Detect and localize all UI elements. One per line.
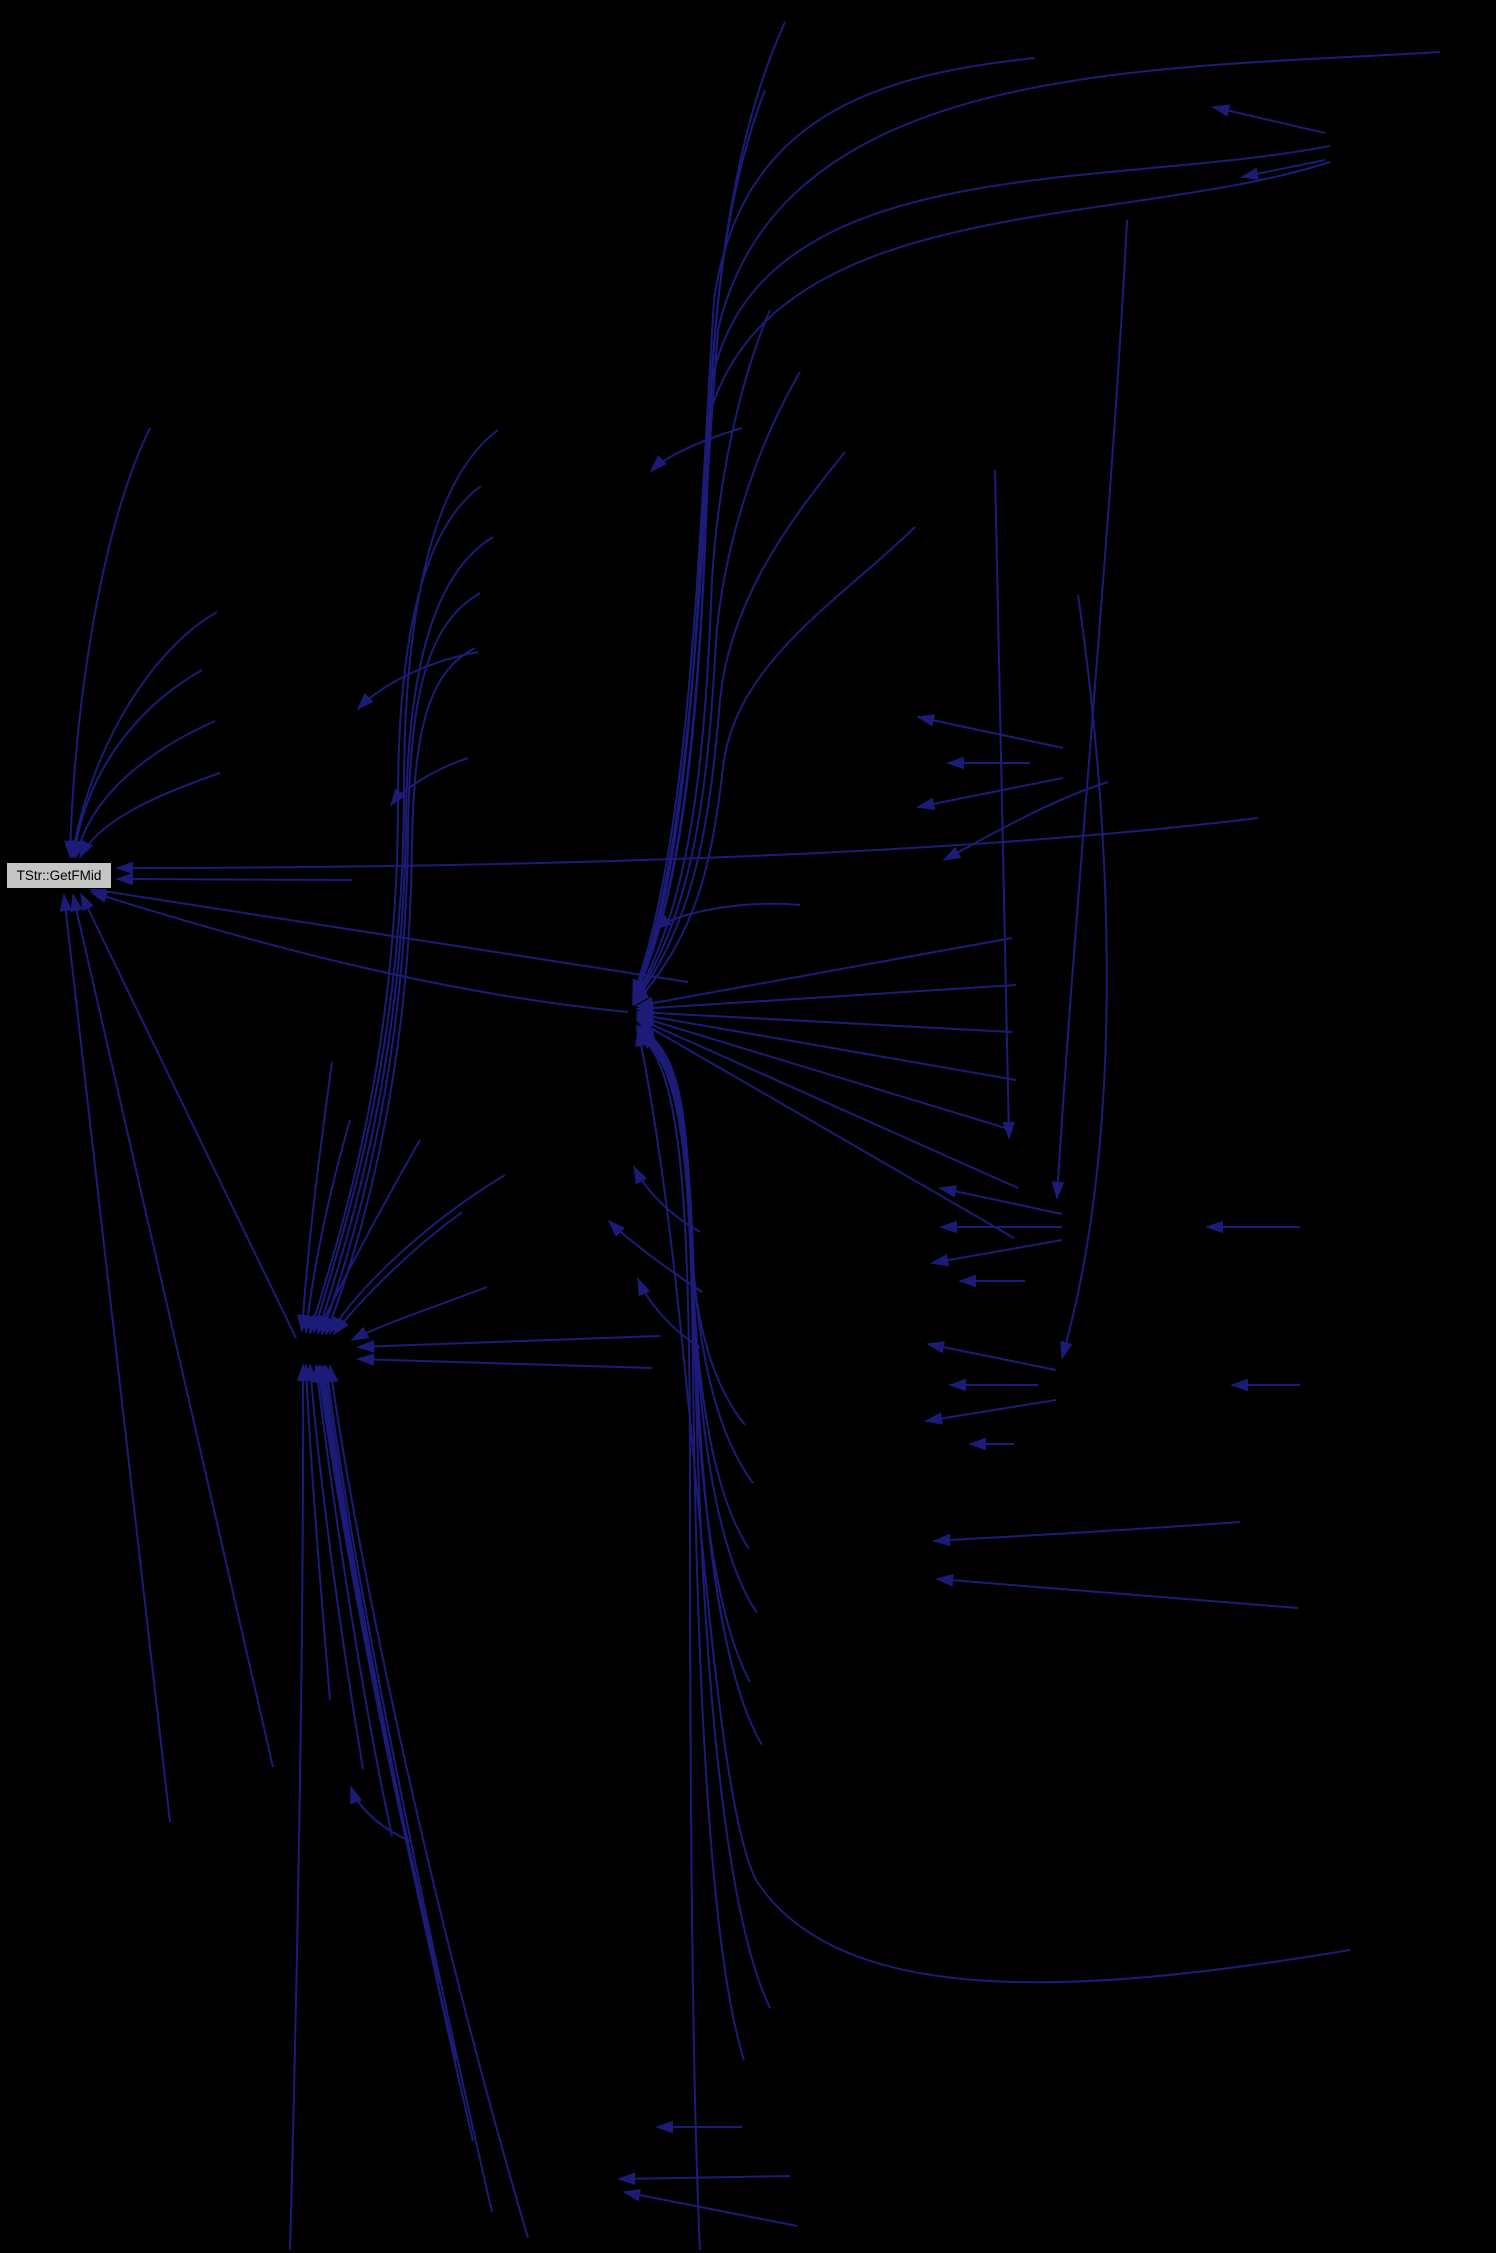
call-edge-0	[64, 427, 151, 859]
call-edge-53	[635, 1026, 754, 1484]
call-edge-22	[296, 1061, 333, 1333]
call-edge-72	[938, 1185, 1063, 1215]
call-edge-50	[635, 1017, 1019, 1189]
call-edge-87	[356, 651, 479, 711]
call-edge-66	[916, 777, 1064, 811]
call-edge-91	[637, 1277, 701, 1349]
call-edge-41	[632, 309, 771, 1004]
call-edge-81	[932, 1521, 1241, 1547]
call-edge-5	[115, 817, 1259, 875]
call-edge-12	[312, 429, 499, 1334]
call-edge-85	[622, 2188, 798, 2227]
call-edge-58	[636, 1030, 771, 2009]
call-edge-63	[1240, 159, 1326, 180]
node-tstr-getfmid[interactable]: TStr::GetFMid	[6, 862, 112, 889]
call-edge-60	[635, 1028, 1351, 1984]
call-edge-11	[88, 885, 689, 983]
call-edge-2	[69, 669, 203, 859]
call-edge-73	[930, 1239, 1063, 1267]
call-edge-78	[924, 1399, 1057, 1425]
call-edge-90	[607, 1219, 703, 1293]
call-edge-38	[632, 57, 1036, 998]
call-edge-92	[653, 902, 801, 931]
call-edge-15	[321, 592, 481, 1336]
call-edge-84	[617, 2172, 791, 2186]
call-edge-88	[389, 757, 469, 807]
call-edge-62	[1211, 104, 1326, 134]
call-edge-32	[304, 1363, 364, 1770]
call-edge-61	[636, 1032, 701, 2251]
call-edge-30	[321, 1364, 493, 2213]
call-edge-46	[635, 984, 1017, 1015]
call-edge-93	[649, 427, 743, 473]
call-edge-19	[332, 1211, 463, 1336]
call-edge-44	[632, 526, 916, 1007]
call-edge-89	[633, 1165, 701, 1233]
call-edge-42	[632, 371, 801, 1005]
call-edge-14	[316, 536, 494, 1335]
call-edge-8	[70, 893, 274, 1768]
call-edge-55	[635, 1028, 758, 1614]
call-edge-34	[326, 1364, 529, 2239]
call-edge-7	[59, 893, 171, 1823]
call-edge-70	[1060, 594, 1108, 1360]
call-edge-18	[317, 1139, 421, 1334]
call-edge-31	[300, 1363, 331, 1701]
call-edge-20	[350, 1286, 488, 1341]
call-edge-10	[89, 890, 629, 1013]
call-edge-21	[301, 1119, 351, 1334]
call-edge-24	[356, 1353, 653, 1369]
call-edge-86	[350, 1785, 411, 1842]
call-edge-25	[311, 1364, 393, 1837]
call-edge-49	[635, 1014, 1013, 1131]
call-edge-51	[635, 1019, 1015, 1239]
call-edge-69	[994, 469, 1016, 1140]
call-edge-33	[289, 1363, 310, 2251]
call-edge-6	[115, 872, 353, 886]
call-edge-36	[633, 145, 1331, 1001]
call-edge-77	[926, 1341, 1057, 1371]
call-edge-17	[329, 1174, 506, 1335]
node-label: TStr::GetFMid	[16, 867, 102, 883]
call-edge-43	[631, 451, 846, 1006]
call-edge-9	[80, 892, 297, 1339]
call-edge-29	[319, 1364, 474, 2142]
call-edge-3	[73, 720, 216, 859]
call-edge-48	[635, 1010, 1017, 1081]
call-edge-45	[635, 937, 1013, 1010]
call-edge-64	[916, 714, 1064, 749]
call-edge-13	[308, 485, 482, 1335]
call-edge-1	[68, 611, 218, 859]
call-edge-16	[325, 647, 476, 1336]
call-edge-4	[79, 772, 221, 859]
call-edge-82	[935, 1574, 1299, 1609]
call-edge-40	[632, 89, 766, 1002]
call-edge-23	[356, 1335, 661, 1353]
call-edge-37	[633, 161, 1331, 1003]
call-edge-47	[635, 1006, 1013, 1033]
